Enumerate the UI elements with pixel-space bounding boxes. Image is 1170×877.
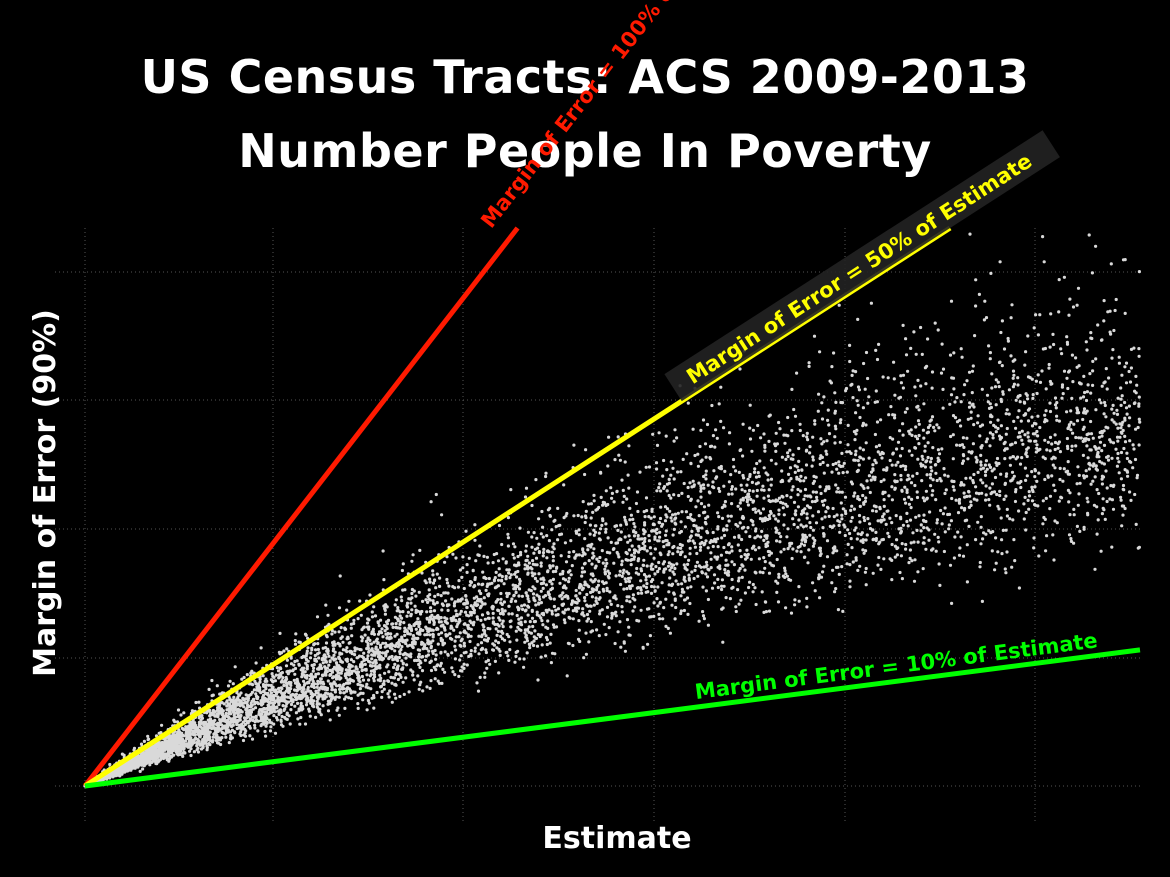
reference-label-100-group: Margin of Error = 100% of Estimate bbox=[476, 0, 752, 232]
chart-subtitle: Number People In Poverty bbox=[238, 124, 932, 178]
reference-label-50-group: Margin of Error = 50% of Estimate bbox=[664, 130, 1060, 402]
scatter-points bbox=[83, 232, 1142, 788]
label-background bbox=[664, 130, 1060, 402]
chart-title: US Census Tracts: ACS 2009-2013 bbox=[140, 50, 1030, 104]
y-axis-label: Margin of Error (90%) bbox=[28, 309, 63, 677]
reference-line bbox=[83, 226, 520, 788]
reference-line bbox=[84, 647, 1141, 789]
reference-label-50: Margin of Error = 50% of Estimate bbox=[682, 149, 1036, 389]
reference-label-10-group: Margin of Error = 10% of Estimate bbox=[693, 628, 1098, 704]
x-axis-label: Estimate bbox=[542, 821, 691, 856]
scatter-point-cloud bbox=[83, 232, 1142, 788]
reference-label-10: Margin of Error = 10% of Estimate bbox=[693, 628, 1098, 704]
reference-label-100: Margin of Error = 100% of Estimate bbox=[476, 0, 752, 232]
grid-lines bbox=[55, 228, 1140, 822]
